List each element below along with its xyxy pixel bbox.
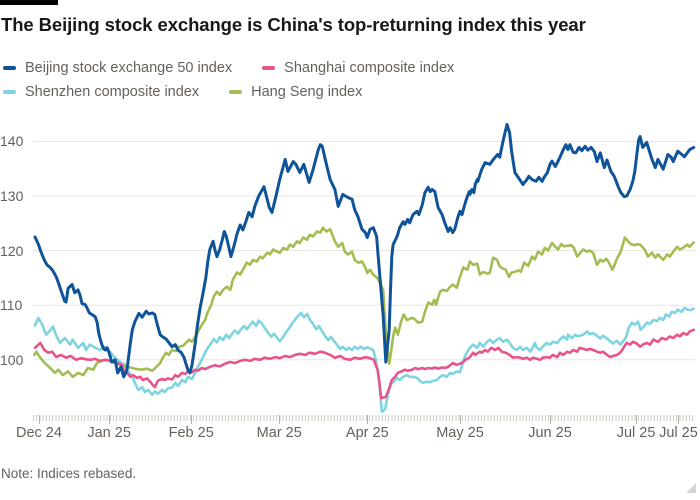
- series-line-shenzhen: [33, 306, 696, 414]
- y-axis-label: 110: [0, 297, 23, 314]
- legend-swatch-icon: [3, 90, 16, 94]
- legend-swatch-icon: [3, 66, 16, 70]
- legend-swatch-icon: [229, 90, 243, 94]
- series-line-beijing: [33, 123, 696, 379]
- x-axis-label: May 25: [436, 425, 484, 441]
- x-axis-label: Jul 25: [616, 425, 656, 441]
- month-tick: [678, 415, 680, 424]
- series-line-shanghai: [33, 328, 696, 400]
- legend-item-beijing[interactable]: Beijing stock exchange 50 index: [3, 60, 232, 76]
- chart-plot-area: [32, 113, 696, 415]
- resize-handle-icon[interactable]: [686, 483, 696, 493]
- month-tick: [279, 415, 281, 424]
- legend-label: Beijing stock exchange 50 index: [25, 60, 233, 76]
- legend-swatch-icon: [262, 66, 276, 70]
- chart-legend: Beijing stock exchange 50 index Shanghai …: [3, 60, 483, 100]
- month-tick: [38, 415, 40, 424]
- legend-item-shanghai[interactable]: Shanghai composite index: [262, 60, 454, 76]
- x-axis-label: Mar 25: [256, 425, 302, 441]
- x-axis-label: Feb 25: [168, 425, 214, 441]
- legend-item-shenzhen[interactable]: Shenzhen composite index: [3, 84, 199, 100]
- x-axis-label: Jan 25: [87, 425, 131, 441]
- x-axis-label: Apr 25: [345, 425, 389, 441]
- legend-label: Hang Seng index: [251, 84, 363, 100]
- x-axis-label: Jul 25: [659, 425, 698, 441]
- brand-bar: [0, 0, 58, 5]
- month-tick: [191, 415, 193, 424]
- month-tick: [109, 415, 111, 424]
- x-axis-label: Dec 24: [15, 425, 62, 441]
- legend-item-hangseng[interactable]: Hang Seng index: [229, 84, 362, 100]
- month-tick: [459, 415, 461, 424]
- legend-label: Shenzhen composite index: [25, 84, 200, 100]
- y-axis-label: 120: [0, 242, 24, 259]
- page-title: The Beijing stock exchange is China's to…: [1, 14, 586, 35]
- month-tick: [636, 415, 638, 424]
- month-tick: [367, 415, 369, 424]
- month-tick: [550, 415, 552, 424]
- y-axis-label: 100: [0, 351, 24, 368]
- series-line-hangseng: [32, 226, 696, 379]
- x-axis-label: Jun 25: [528, 425, 572, 441]
- chart-canvas: [32, 123, 696, 414]
- y-axis-label: 130: [0, 188, 24, 204]
- chart-note: Note: Indices rebased.: [1, 466, 137, 481]
- legend-label: Shanghai composite index: [284, 60, 455, 76]
- x-axis-tick-strip: [33, 415, 695, 421]
- y-axis-label: 140: [0, 133, 24, 150]
